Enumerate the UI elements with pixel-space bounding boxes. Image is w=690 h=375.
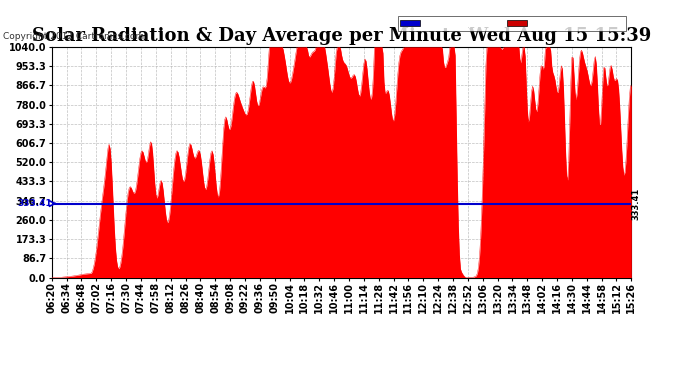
Text: 333.41: 333.41 [631,188,641,220]
Text: Copyright 2012 Cartronics.com: Copyright 2012 Cartronics.com [3,32,145,41]
Text: 333.41: 333.41 [17,199,52,208]
Legend: Median (w/m2), Radiation (w/m2): Median (w/m2), Radiation (w/m2) [397,16,627,31]
Title: Solar Radiation & Day Average per Minute Wed Aug 15 15:39: Solar Radiation & Day Average per Minute… [32,27,651,45]
